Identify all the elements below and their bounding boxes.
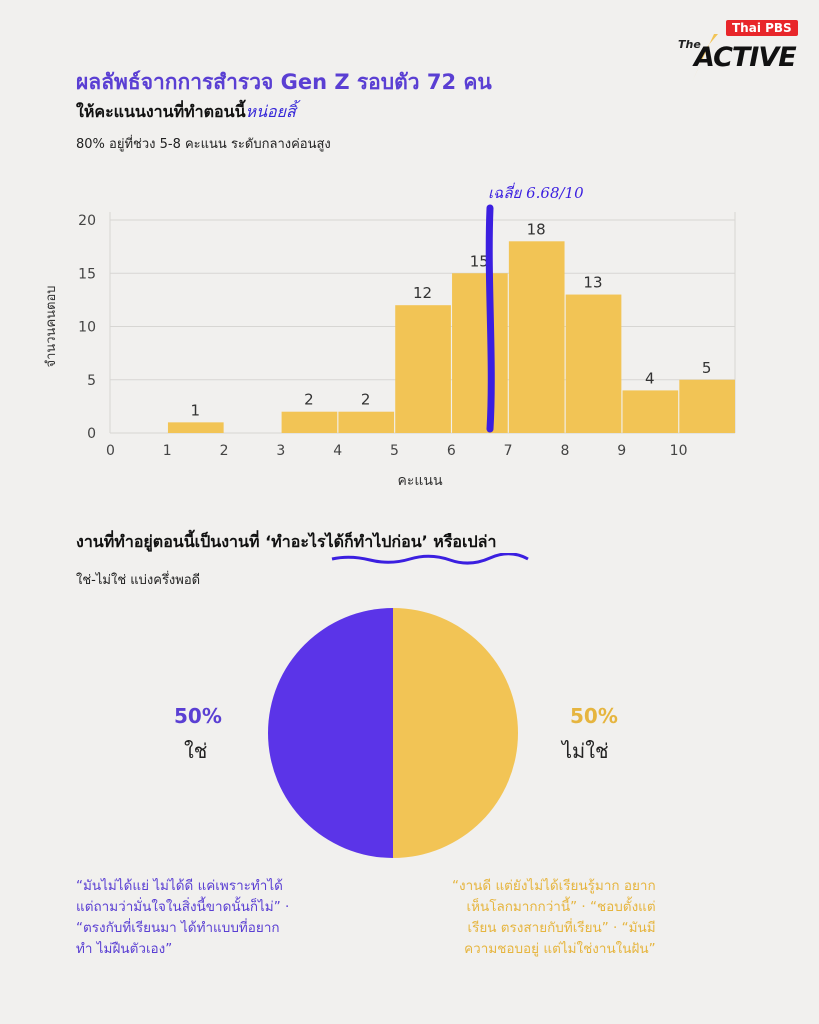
x-axis-label: คะแนน (397, 473, 442, 489)
quote-no-line: ความชอบอยู่ แต่ไม่ใช่งานในฝัน” (464, 941, 656, 957)
x-tick-label: 9 (617, 443, 626, 459)
bar (679, 379, 735, 433)
y-axis-label: จำนวนคนตอบ (44, 285, 59, 367)
x-tick-label: 7 (504, 443, 513, 459)
x-tick-label: 2 (220, 443, 229, 459)
y-tick-label: 10 (78, 320, 96, 336)
x-tick-label: 10 (670, 443, 688, 459)
y-tick-label: 20 (78, 213, 96, 229)
quote-yes-line: แต่ถามว่ามั่นใจในสิ่งนี้ขาดนั้นก็ไม่” · (76, 899, 290, 915)
bar-value-label: 2 (304, 391, 314, 409)
quote-yes-line: “มันไม่ได้แย่ ไม่ได้ดี แค่เพราะทำได้ (76, 878, 283, 894)
pie-no-percent: 50% (570, 704, 618, 728)
pie-slice-yes (268, 608, 393, 858)
x-tick-label: 5 (390, 443, 399, 459)
yes-no-pie (268, 608, 518, 858)
bar-value-label: 15 (470, 252, 489, 270)
x-tick-label: 8 (560, 443, 569, 459)
pie-yes-percent: 50% (174, 704, 222, 728)
chart1-subtitle: ให้คะแนนงานที่ทำตอนนี้หน่อยสิ้ (76, 100, 296, 125)
quote-no-line: เรียน ตรงสายกับที่เรียน” · “มันมี (467, 920, 656, 936)
bar (281, 411, 338, 433)
x-tick-label: 4 (333, 443, 342, 459)
quote-no-group: “งานดี แต่ยังไม่ได้เรียนรู้มาก อยาก เห็น… (452, 876, 656, 960)
bar (452, 273, 508, 433)
chart2-summary: ใช่-ไม่ใช่ แบ่งครึ่งพอดี (76, 573, 201, 588)
quote-yes-group: “มันไม่ได้แย่ ไม่ได้ดี แค่เพราะทำได้ แต่… (76, 876, 289, 960)
y-tick-label: 15 (78, 266, 96, 282)
bar (622, 390, 679, 433)
bar-value-label: 4 (645, 369, 655, 387)
bar-value-label: 18 (527, 220, 546, 238)
chart1-subtitle-main: ให้คะแนนงานที่ทำตอนนี้ (76, 102, 246, 121)
pie-no-label: ไม่ใช่ (562, 739, 609, 763)
mean-label: เฉลี่ย 6.68/10 (488, 182, 584, 202)
bar-value-label: 2 (361, 391, 371, 409)
bar-value-label: 12 (413, 284, 432, 302)
x-tick-label: 3 (276, 443, 285, 459)
bar (395, 305, 451, 433)
chart2-question-highlight: ‘ทำอะไรได้ก็ทำไปก่อน’ (265, 532, 428, 551)
x-tick-label: 6 (447, 443, 456, 459)
y-tick-label: 5 (87, 373, 96, 389)
page-title: ผลลัพธ์จากการสำรวจ Gen Z รอบตัว 72 คน (76, 70, 492, 94)
chart1-subtitle-handwritten: หน่อยสิ้ (245, 102, 296, 121)
chart2-question-prefix: งานที่ทำอยู่ตอนนี้เป็นงานที่ (76, 532, 266, 551)
bar-value-label: 1 (190, 401, 200, 419)
chart1-summary: 80% อยู่ที่ช่วง 5-8 คะแนน ระดับกลางค่อนส… (76, 137, 331, 152)
pie-yes-label: ใช่ (184, 739, 208, 763)
highlight-underline (331, 553, 529, 565)
bar (338, 411, 395, 433)
quote-no-line: เห็นโลกมากกว่านี้” · “ชอบตั้งแต่ (466, 899, 656, 915)
brand-name: ACTIVE (694, 42, 797, 73)
quote-yes-line: “ตรงกับที่เรียนมา ได้ทำแบบที่อยาก (76, 920, 280, 936)
x-tick-label: 1 (163, 443, 172, 459)
quote-no-line: “งานดี แต่ยังไม่ได้เรียนรู้มาก อยาก (452, 878, 656, 894)
bar-value-label: 5 (702, 359, 712, 377)
bar-value-label: 13 (583, 274, 602, 292)
mean-line (485, 204, 495, 433)
chart2-question: งานที่ทำอยู่ตอนนี้เป็นงานที่ ‘ทำอะไรได้ก… (76, 530, 496, 555)
pie-slice-no (393, 608, 518, 858)
bar (508, 241, 565, 433)
bar (565, 294, 622, 433)
the-active-logo: Thai PBS The ACTIVE (672, 20, 802, 82)
quote-yes-line: ทำ ไม่ฝืนตัวเอง” (76, 941, 173, 957)
y-tick-label: 0 (87, 426, 96, 442)
brand-badge: Thai PBS (726, 20, 798, 36)
x-tick-label: 0 (106, 443, 115, 459)
bar (167, 422, 224, 433)
brand-the: The (678, 38, 701, 51)
chart2-question-suffix: หรือเปล่า (427, 532, 497, 551)
